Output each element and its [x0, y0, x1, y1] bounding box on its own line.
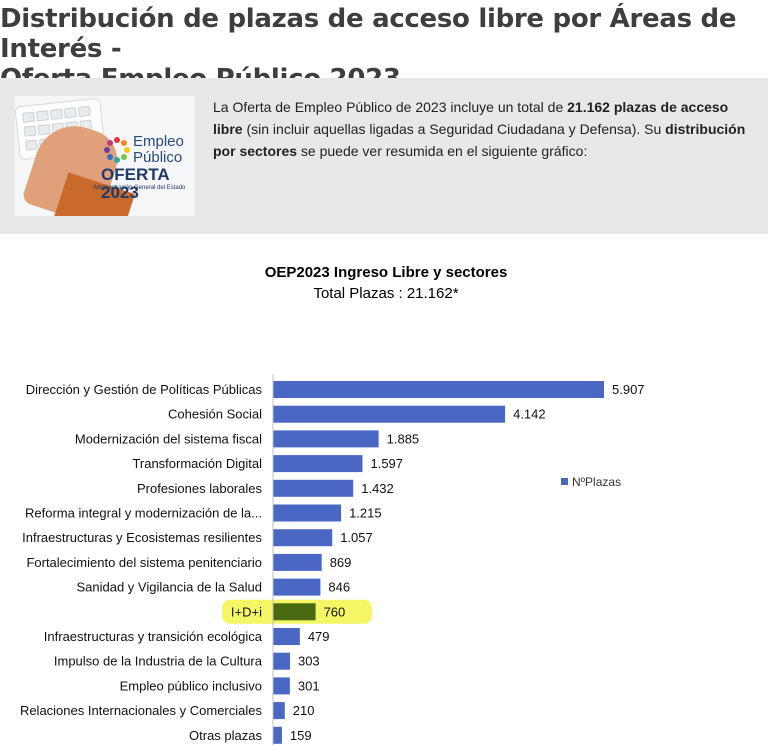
value-label: 4.142 [513, 407, 546, 422]
category-label: Otras plazas [189, 728, 262, 743]
chart-title: OEP2023 Ingreso Libre y sectores [264, 264, 508, 281]
chart-subtitle: Total Plazas : 21.162* [313, 285, 459, 302]
value-label: 301 [298, 678, 320, 693]
intro-bold-2: distribución por sectores [213, 121, 746, 159]
category-label: Fortalecimiento del sistema penitenciari… [26, 555, 262, 570]
promo-brand-line3: OFERTA 2023 [101, 165, 169, 202]
bar [273, 479, 354, 497]
bar [273, 628, 300, 645]
bar [273, 504, 342, 522]
intro-paragraph: La Oferta de Empleo Público de 2023 incl… [213, 96, 758, 162]
page-title-line1: Distribución de plazas de acceso libre p… [0, 4, 737, 64]
bar [273, 652, 290, 670]
value-label: 846 [328, 580, 350, 595]
bar-chart: Dirección y Gestión de Políticas Pública… [20, 374, 645, 745]
value-label: 210 [293, 703, 315, 718]
value-label: 1.597 [370, 456, 403, 471]
category-label: Dirección y Gestión de Políticas Pública… [26, 382, 263, 397]
value-label: 1.885 [387, 431, 420, 446]
value-label: 1.057 [340, 530, 373, 545]
category-label: Sanidad y Vigilancia de la Salud [76, 580, 262, 595]
bar [273, 677, 290, 695]
category-label: Infraestructuras y Ecosistemas resilient… [22, 530, 262, 545]
value-label: 5.907 [612, 382, 645, 397]
bar [273, 702, 285, 720]
intro-bold-1: 21.162 plazas de acceso libre [213, 99, 729, 137]
category-label: Empleo público inclusivo [120, 678, 262, 693]
category-label: Profesiones laborales [137, 481, 263, 496]
bar [273, 603, 316, 621]
bar [273, 529, 333, 547]
category-label: Impulso de la Industria de la Cultura [54, 654, 263, 669]
promo-image: Empleo Público OFERTA 2023 Administració… [15, 96, 195, 216]
promo-brand-line2: Público [133, 149, 183, 166]
bar [273, 455, 363, 473]
flower-logo-icon [104, 137, 130, 163]
category-label: Relaciones Internacionales y Comerciales [20, 703, 263, 718]
category-label: Infraestructuras y transición ecológica [44, 629, 263, 644]
legend-swatch [561, 478, 568, 485]
bar [273, 553, 322, 571]
bar [273, 726, 282, 744]
category-label: Reforma integral y modernización de la..… [25, 506, 262, 521]
value-label: 1.432 [361, 481, 394, 496]
value-label: 1.215 [349, 506, 382, 521]
value-label: 303 [298, 654, 320, 669]
category-label: Modernización del sistema fiscal [75, 431, 262, 446]
bar [273, 578, 321, 596]
promo-brand-line4: Administración General del Estado [93, 185, 186, 191]
value-label: 159 [290, 728, 312, 743]
category-label: I+D+i [231, 604, 262, 619]
promo-brand-line1: Empleo [133, 133, 184, 150]
intro-text-2: (sin incluir aquellas ligadas a Segurida… [242, 121, 666, 137]
category-label: Cohesión Social [168, 407, 262, 422]
legend-label: NºPlazas [572, 475, 621, 489]
value-label: 760 [324, 604, 346, 619]
category-label: Transformación Digital [132, 456, 262, 471]
value-label: 479 [308, 629, 330, 644]
intro-text-3: se puede ver resumida en el siguiente gr… [297, 143, 588, 159]
bar [273, 381, 604, 398]
bar [273, 430, 379, 448]
intro-text-1: La Oferta de Empleo Público de 2023 incl… [213, 99, 568, 115]
bar [273, 405, 506, 423]
value-label: 869 [330, 555, 352, 570]
